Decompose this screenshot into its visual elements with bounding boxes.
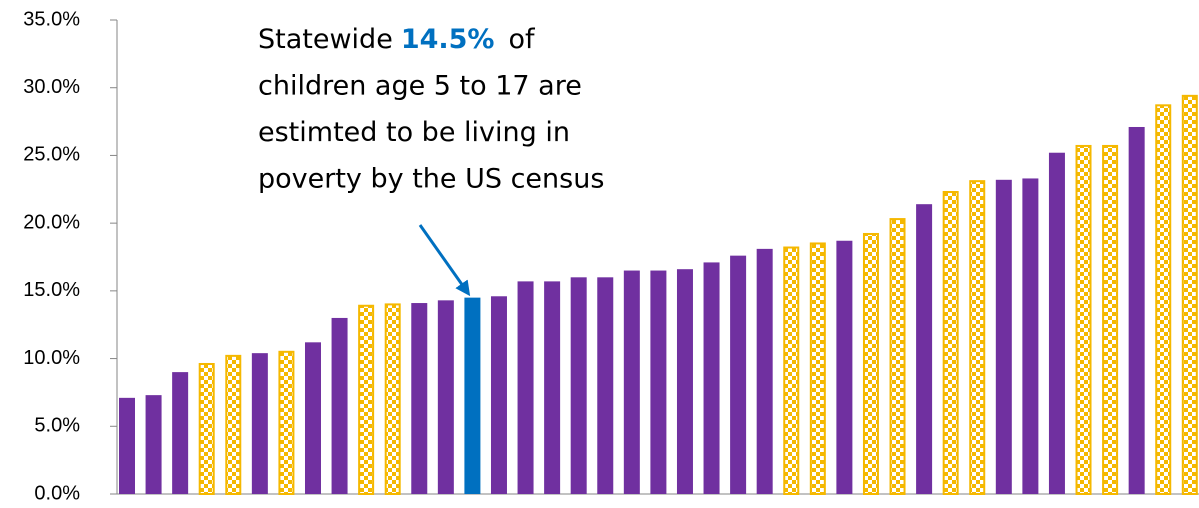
bar [650,270,667,494]
bar [836,240,853,494]
bar [1102,144,1119,495]
bar [916,204,933,494]
bar [145,395,162,494]
annotation-text: estimted to be living in [258,117,570,148]
bar [756,248,773,494]
y-tick-label: 0.0% [34,482,80,504]
bar [544,281,561,494]
bar [331,317,348,494]
bar [969,180,986,495]
bar [1181,94,1198,495]
bar [597,277,614,494]
bar [358,304,375,495]
bar [995,179,1012,494]
annotation-rest: of [508,24,536,55]
y-tick-label: 5.0% [34,415,80,437]
bar [809,242,826,495]
bar [570,277,587,494]
y-tick-label: 35.0% [23,8,80,30]
bar [1022,178,1039,495]
bar [1075,144,1092,495]
annotation-prefix: Statewide [258,24,393,55]
bar [862,232,879,495]
bar [703,262,720,494]
bar [411,303,428,494]
bar [783,246,800,495]
bar [251,353,268,494]
bar [384,303,401,495]
annotation-highlight: 14.5% [401,24,495,55]
bar [490,296,507,494]
bar [1128,126,1145,494]
bar [676,269,693,494]
bar [1048,152,1065,494]
bar [517,281,534,494]
y-tick-label: 15.0% [23,279,80,301]
bar [278,350,295,495]
y-tick-label: 10.0% [23,347,80,369]
bar [304,342,321,494]
annotation-text: children age 5 to 17 are [258,71,582,102]
bar [942,190,959,495]
bar [730,255,747,494]
bar [623,270,640,494]
bar [172,372,189,494]
y-tick-label: 30.0% [23,76,80,98]
bar [225,354,242,495]
bar [437,300,454,494]
bar [119,397,135,494]
bar [1155,104,1172,495]
annotation-arrow [418,224,471,297]
annotation-text: poverty by the US census [258,164,604,195]
y-tick-label: 25.0% [23,144,80,166]
bar [889,218,906,496]
bar [464,297,481,494]
annotation-text: Statewide 14.5% of [258,24,536,55]
y-tick-label: 20.0% [23,211,80,233]
bar [198,362,215,496]
